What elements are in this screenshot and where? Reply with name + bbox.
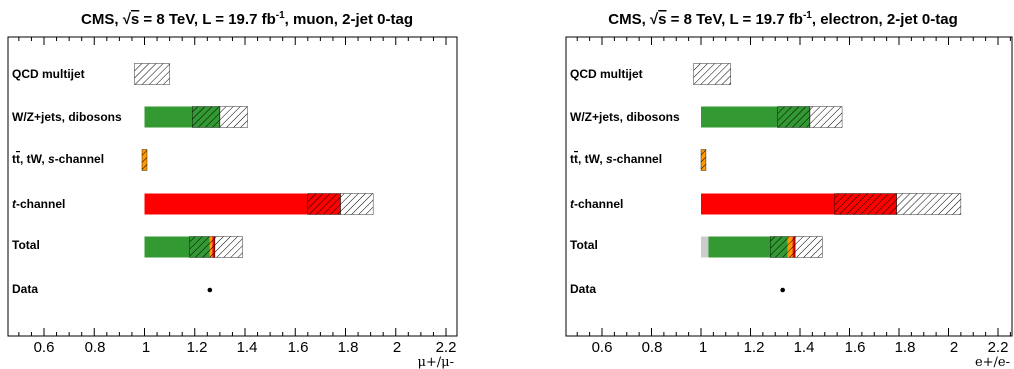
x-tick-label: 2 (393, 339, 401, 356)
x-tick-label: 1 (142, 339, 150, 356)
bar-segment (708, 236, 788, 258)
chart-marks (576, 37, 1011, 336)
category-label-total: Total (570, 238, 598, 252)
x-ticks: 0.6 0.8 1 1.2 1.4 1.6 1.8 2 2.2 (592, 339, 1009, 356)
uncertainty-band (192, 106, 221, 128)
category-label-data: Data (570, 282, 596, 296)
x-tick-label: 0.6 (34, 339, 55, 356)
x-ticks: 0.6 0.8 1 1.2 1.4 1.6 1.8 2 2.2 (34, 339, 457, 356)
category-label-qcd: QCD multijet (12, 67, 85, 81)
x-axis-label: e+/e- (975, 355, 1010, 369)
uncertainty-band (307, 193, 341, 215)
plot-frame (565, 36, 1013, 337)
data-point (780, 287, 785, 293)
x-tick-label: 1.2 (744, 339, 765, 356)
category-label-ttbar: tt, tW, s-channel (570, 152, 662, 166)
uncertainty-band (834, 193, 897, 215)
x-tick-label: 1.6 (845, 339, 866, 356)
x-tick-label: 1.2 (187, 339, 208, 356)
x-tick-label: 0.6 (592, 339, 613, 356)
x-tick-label: 2.2 (988, 339, 1009, 356)
x-tick-label: 1.4 (794, 339, 815, 356)
uncertainty-band (219, 106, 248, 128)
category-label-wz: W/Z+jets, dibosons (570, 110, 680, 124)
chart-title: CMS, √s = 8 TeV, L = 19.7 fb-1, electron… (608, 10, 958, 28)
x-tick-label: 0.8 (85, 339, 106, 356)
x-tick-label: 1.6 (288, 339, 309, 356)
data-point (207, 287, 213, 293)
uncertainty-band (700, 149, 707, 171)
chart-marks (18, 37, 447, 336)
uncertainty-band (770, 236, 796, 258)
category-label-tchannel: t-channel (12, 197, 65, 211)
uncertainty-band (693, 63, 731, 85)
x-tick-label: 2.2 (436, 339, 457, 356)
uncertainty-band (214, 236, 243, 258)
uncertainty-band (794, 236, 823, 258)
category-labels: QCD multijet W/Z+jets, dibosons tt, tW, … (570, 67, 680, 296)
category-label-tchannel: t-channel (570, 197, 623, 211)
bar-segment (701, 236, 709, 258)
x-tick-label: 1.8 (338, 339, 359, 356)
category-label-data: Data (12, 282, 38, 296)
chart-title: CMS, √s = 8 TeV, L = 19.7 fb-1, muon, 2-… (81, 10, 413, 28)
category-label-ttbar: tt, tW, s-channel (12, 152, 104, 166)
category-label-wz: W/Z+jets, dibosons (12, 110, 122, 124)
category-label-qcd: QCD multijet (570, 67, 643, 81)
x-tick-label: 1.8 (895, 339, 916, 356)
uncertainty-band (777, 106, 811, 128)
x-tick-label: 1.4 (237, 339, 258, 356)
chart-electron: CMS, √s = 8 TeV, L = 19.7 fb-1, electron… (565, 10, 1013, 369)
uncertainty-band (809, 106, 843, 128)
category-label-total: Total (12, 238, 40, 252)
bar-segment (144, 193, 341, 215)
x-axis-label: μ+/μ- (417, 355, 454, 369)
uncertainty-band (340, 193, 374, 215)
category-labels: QCD multijet W/Z+jets, dibosons tt, tW, … (12, 67, 122, 296)
uncertainty-band (896, 193, 962, 215)
plot-frame (7, 36, 458, 337)
x-tick-label: 0.8 (642, 339, 663, 356)
uncertainty-band (189, 236, 216, 258)
uncertainty-band (141, 149, 148, 171)
x-tick-label: 1 (699, 339, 707, 356)
uncertainty-band (134, 63, 170, 85)
chart-muon: CMS, √s = 8 TeV, L = 19.7 fb-1, muon, 2-… (7, 10, 458, 369)
x-tick-label: 2 (950, 339, 958, 356)
